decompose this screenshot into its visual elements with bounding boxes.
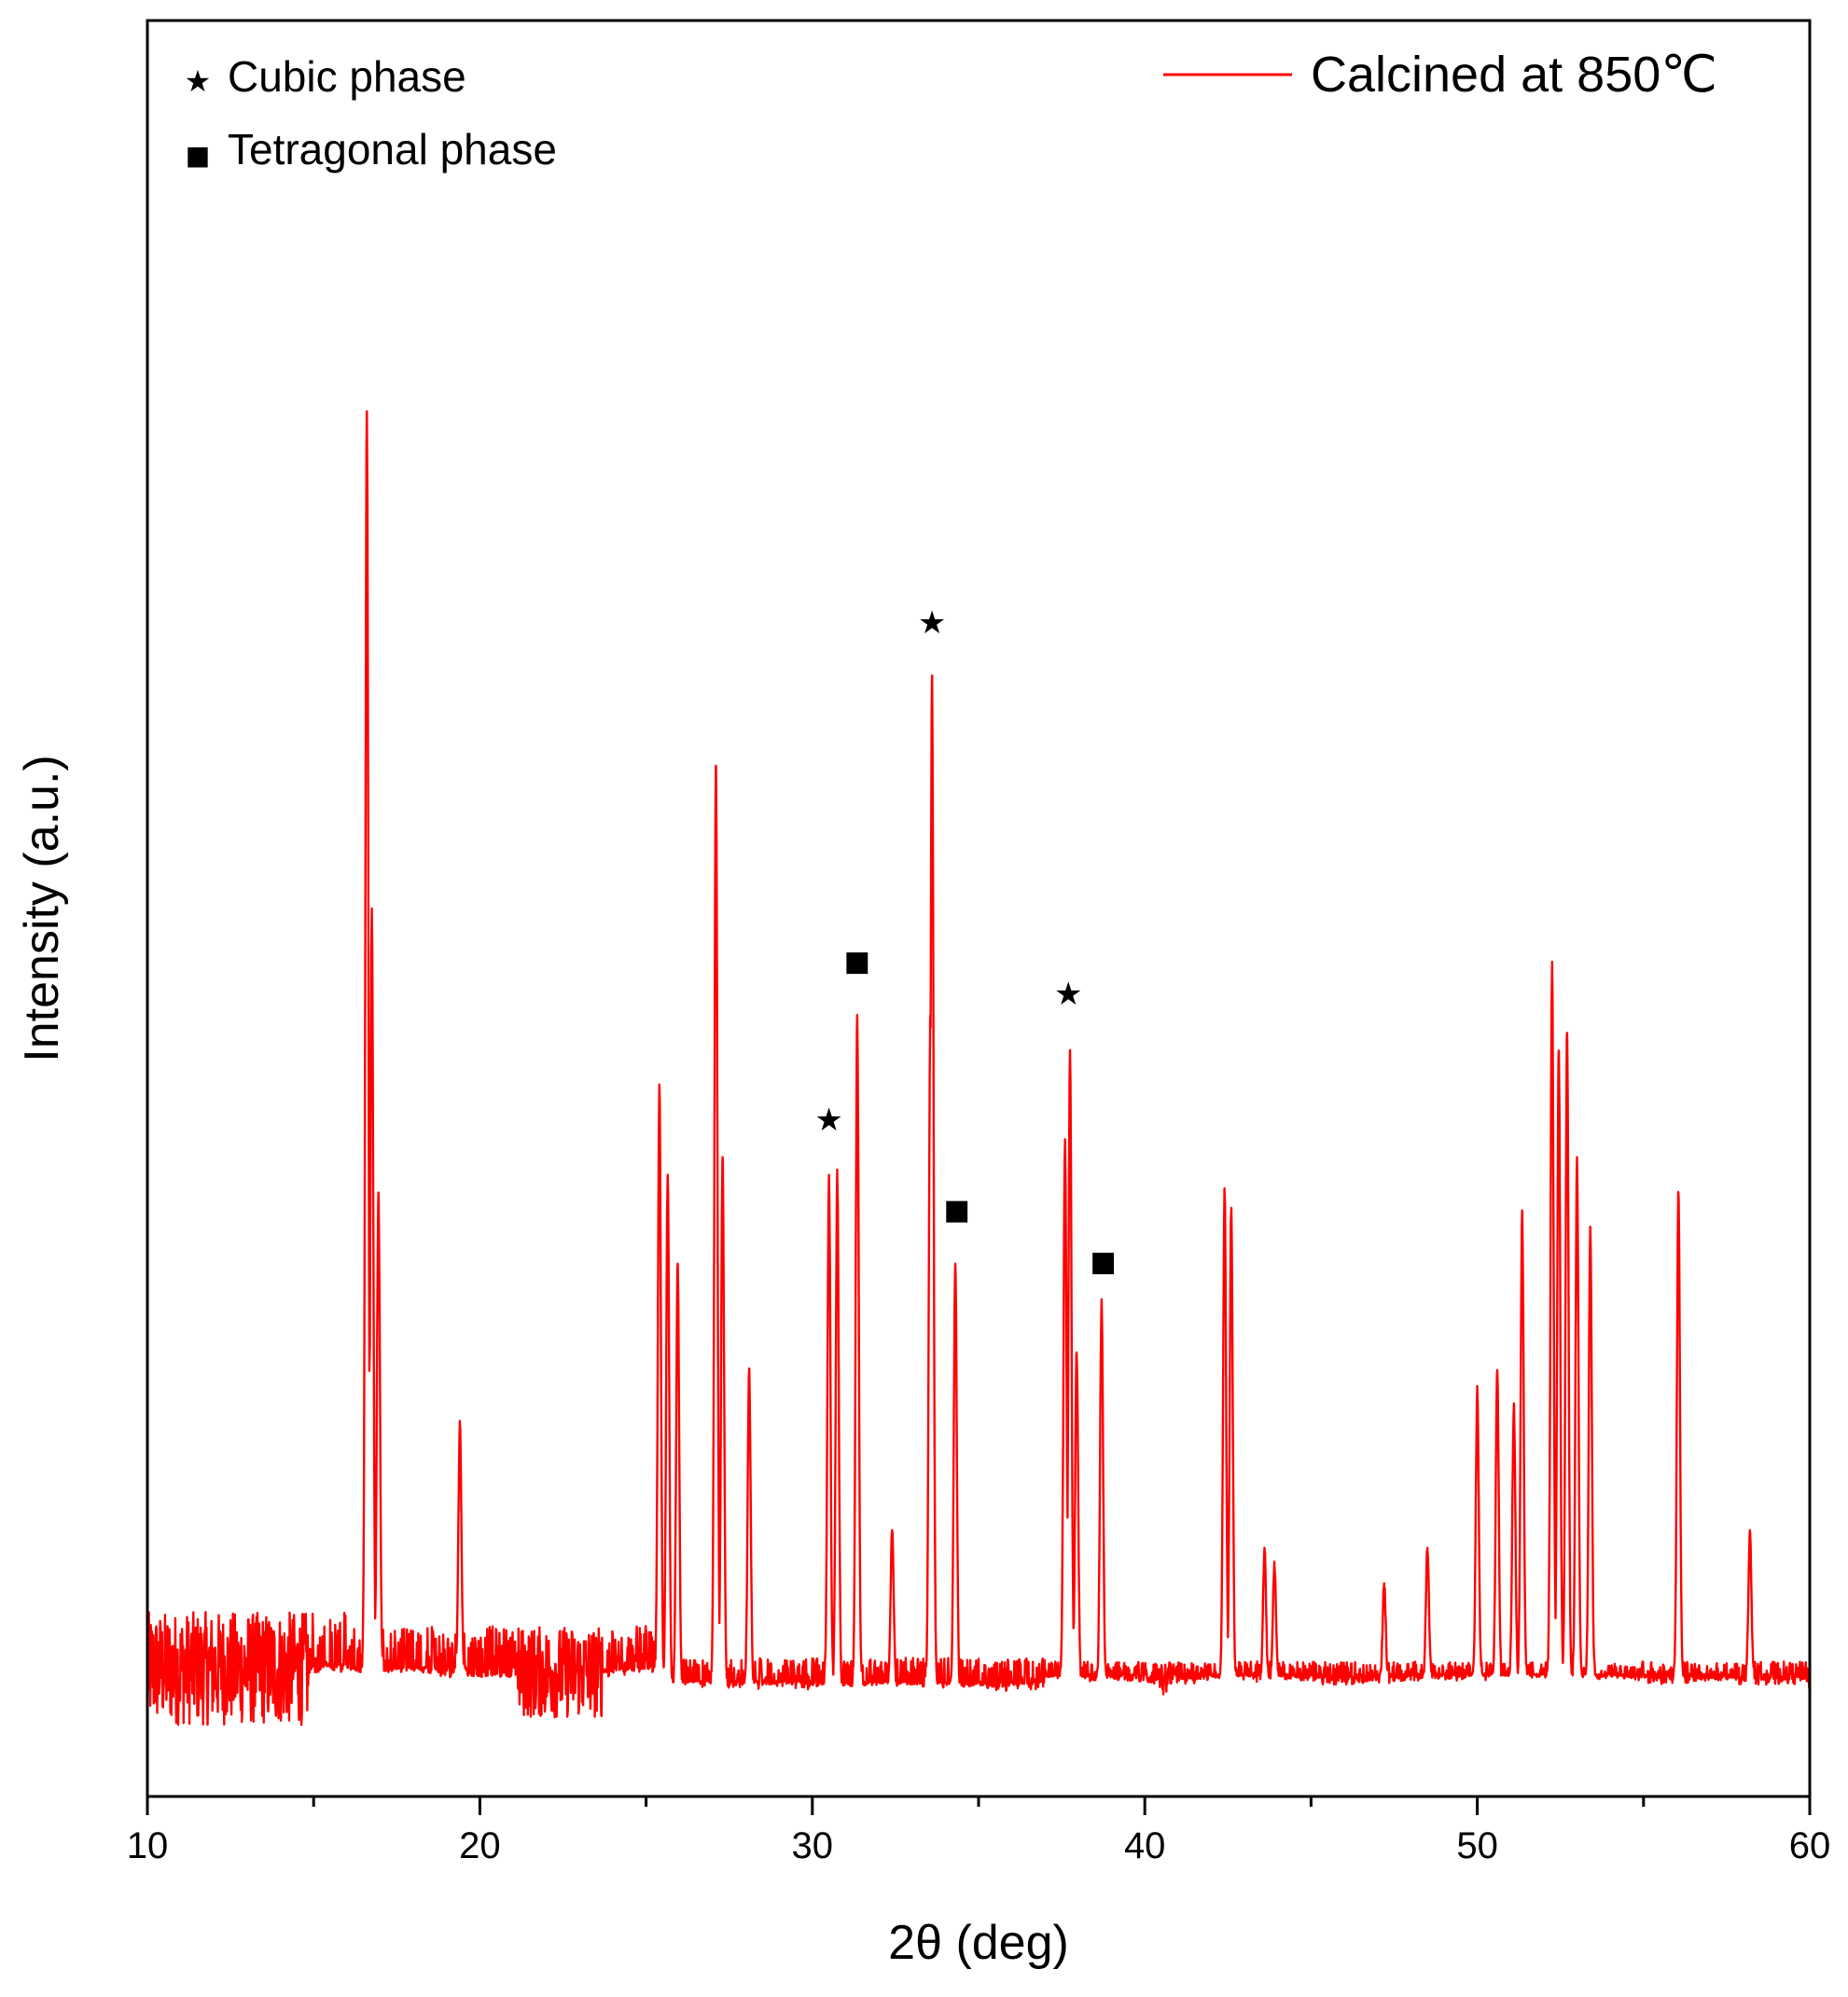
phase-legend-symbol: ■ [186,140,210,171]
plot-area [146,409,1812,1727]
x-tick-label: 60 [1789,1825,1831,1866]
series-line-calcined-850 [146,409,1812,1727]
x-tick-label: 40 [1124,1825,1166,1866]
tetragonal-phase-marker: ■ [844,946,870,978]
axes: 10 20 30 40 50 60 2θ (deg) Intensity (a.u.) [15,19,1831,1970]
phase-legend-symbol: ★ [185,63,212,99]
phase-annotations: ★ ■ ★ ■ ★ ■ [814,604,1116,1279]
tetragonal-phase-marker: ■ [944,1194,970,1227]
x-tick-label: 20 [459,1825,501,1866]
cubic-phase-marker: ★ [1054,976,1082,1013]
cubic-phase-marker: ★ [918,604,946,642]
cubic-phase-marker: ★ [814,1102,842,1139]
x-tick-label: 50 [1456,1825,1498,1866]
x-tick-label: 10 [127,1825,169,1866]
x-axis-title: 2θ (deg) [888,1916,1069,1970]
y-axis-title: Intensity (a.u.) [15,755,69,1061]
x-tick-label: 30 [792,1825,834,1866]
phase-legend-label: Cubic phase [228,52,466,101]
legends: ★ Cubic phase ■ Tetragonal phase Calcined at… [185,47,1717,173]
series-legend-label: Calcined at 850℃ [1311,47,1717,103]
tetragonal-phase-marker: ■ [1090,1245,1116,1278]
phase-legend-label: Tetragonal phase [228,125,557,173]
